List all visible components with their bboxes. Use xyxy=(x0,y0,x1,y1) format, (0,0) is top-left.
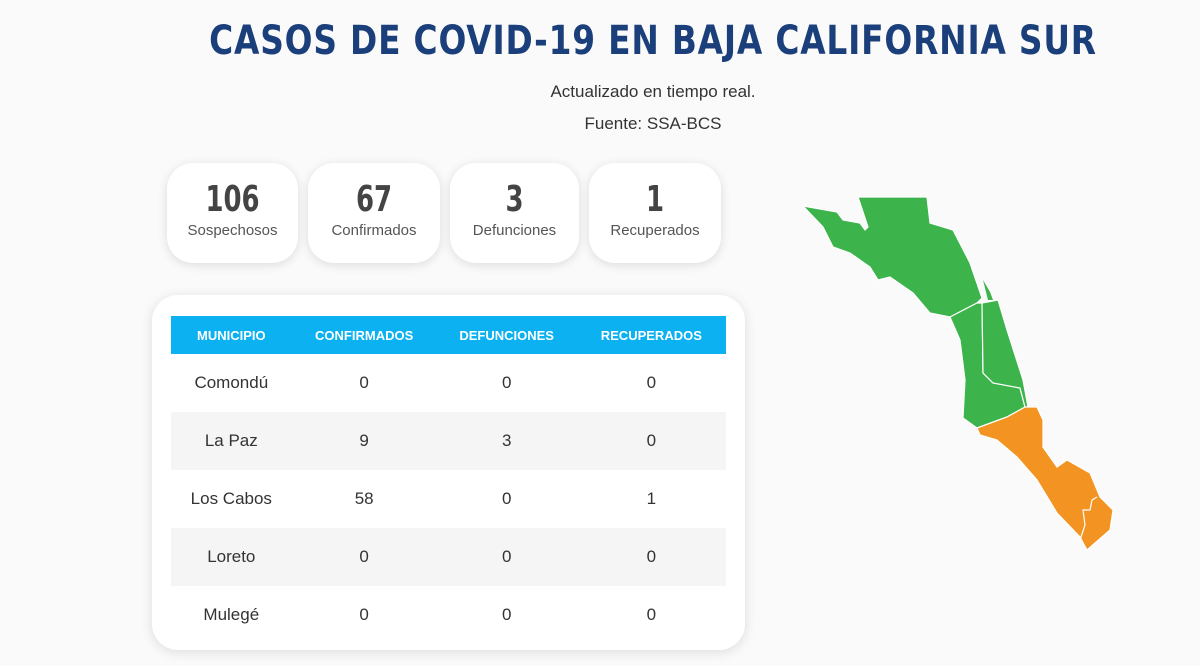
cell-recuperados: 0 xyxy=(646,373,657,392)
table-row: Los Cabos 58 0 1 xyxy=(171,470,726,528)
stat-value: 106 xyxy=(205,179,260,220)
cell-recuperados: 0 xyxy=(576,528,726,586)
table-row: Mulegé 0 0 0 xyxy=(171,586,726,644)
cell-confirmados: 0 xyxy=(291,528,437,586)
stat-label: Recuperados xyxy=(610,222,700,239)
cell-recuperados: 0 xyxy=(576,412,726,470)
municipio-table: MUNICIPIO CONFIRMADOS DEFUNCIONES RECUPE… xyxy=(171,316,726,644)
cell-confirmados: 0 xyxy=(359,373,369,392)
cell-municipio: Comondú xyxy=(194,373,269,392)
municipio-table-card: MUNICIPIO CONFIRMADOS DEFUNCIONES RECUPE… xyxy=(152,295,745,650)
cell-confirmados: 0 xyxy=(359,605,369,624)
cell-defunciones: 0 xyxy=(501,489,512,508)
stat-recuperados: 1 Recuperados xyxy=(589,163,721,263)
col-municipio: MUNICIPIO xyxy=(171,316,292,354)
source: Fuente: SSA-BCS xyxy=(584,114,722,133)
table-row: Comondú 0 0 0 xyxy=(171,354,726,412)
stat-defunciones: 3 Defunciones xyxy=(450,163,579,263)
cell-confirmados: 9 xyxy=(291,412,437,470)
cell-recuperados: 0 xyxy=(646,605,657,624)
map-region-los-cabos-border[interactable] xyxy=(1079,496,1098,541)
cell-municipio: La Paz xyxy=(171,412,292,470)
col-confirmados: CONFIRMADOS xyxy=(291,316,437,354)
table-row: Loreto 0 0 0 xyxy=(171,528,726,586)
stat-confirmados: 67 Confirmados xyxy=(308,163,440,263)
cell-confirmados: 58 xyxy=(354,489,374,508)
map-region-mulege-tip xyxy=(983,280,993,300)
map-region-mulege[interactable] xyxy=(801,196,983,318)
cell-municipio: Mulegé xyxy=(203,605,260,624)
cell-recuperados: 1 xyxy=(646,489,657,508)
cell-defunciones: 0 xyxy=(501,373,512,392)
stat-label: Defunciones xyxy=(472,222,557,239)
stat-value: 67 xyxy=(355,179,393,220)
cell-defunciones: 0 xyxy=(436,528,577,586)
cell-defunciones: 3 xyxy=(436,412,577,470)
cell-municipio: Loreto xyxy=(171,528,292,586)
stat-label: Sospechosos xyxy=(187,222,278,239)
table-row: La Paz 9 3 0 xyxy=(171,412,726,470)
col-recuperados: RECUPERADOS xyxy=(576,316,726,354)
stat-label: Confirmados xyxy=(331,222,417,239)
stat-value: 1 xyxy=(645,179,665,220)
page-title: CASOS DE COVID-19 EN BAJA CALIFORNIA SUR xyxy=(209,18,1097,64)
col-defunciones: DEFUNCIONES xyxy=(436,316,577,354)
subtitle: Actualizado en tiempo real. xyxy=(550,82,756,101)
map-region-la-paz[interactable] xyxy=(976,406,1114,551)
stat-sospechosos: 106 Sospechosos xyxy=(167,163,298,263)
cell-defunciones: 0 xyxy=(501,605,512,624)
cell-municipio: Los Cabos xyxy=(190,489,272,508)
stat-value: 3 xyxy=(505,179,524,220)
